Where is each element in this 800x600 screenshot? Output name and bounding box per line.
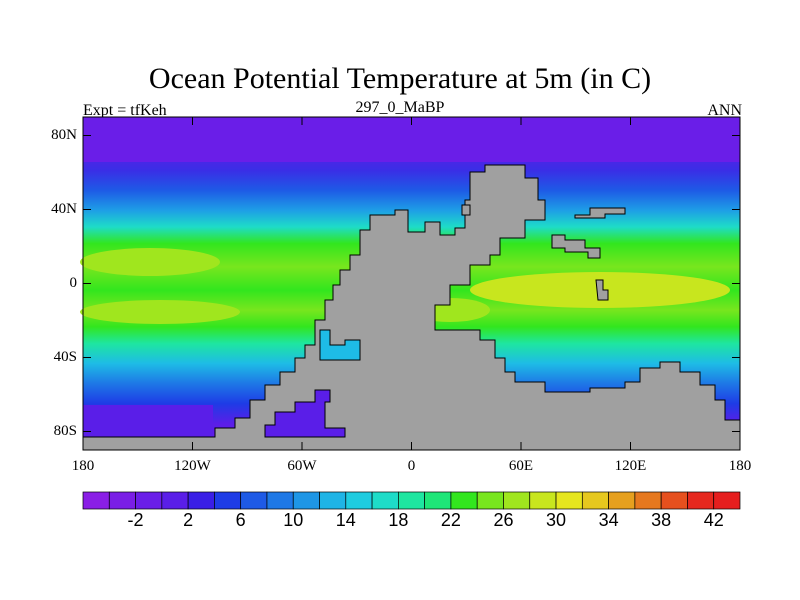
island-north-small <box>461 204 471 216</box>
warm-pool-west <box>80 248 220 276</box>
lat-tick-label: 40N <box>51 200 77 217</box>
colorbar-swatch <box>476 491 504 510</box>
colorbar-swatch <box>424 491 452 510</box>
map-title: Ocean Potential Temperature at 5m (in C) <box>148 62 652 95</box>
colorbar-swatch <box>108 491 136 510</box>
colorbar-tick-label: 26 <box>493 510 514 530</box>
colorbar-swatch <box>581 491 609 510</box>
colorbar-swatch <box>292 491 320 510</box>
colorbar-tick-label: 18 <box>388 510 409 530</box>
island-small <box>595 279 609 301</box>
colorbar-swatch <box>135 491 163 510</box>
island-northeast <box>574 207 626 219</box>
lat-tick-label: 80S <box>53 422 77 439</box>
colorbar-tick-label: 14 <box>335 510 356 530</box>
lat-tick-label: 80N <box>51 126 77 143</box>
colorbar-tick-label: 42 <box>703 510 724 530</box>
colorbar-swatch <box>240 491 268 510</box>
colorbar-swatch <box>529 491 557 510</box>
lat-tick-label: 40S <box>53 348 77 365</box>
lon-tick-label: 60W <box>287 458 317 474</box>
lon-tick-label: 180 <box>71 458 95 474</box>
colorbar-swatch <box>660 491 688 510</box>
colorbar-tick-label: 38 <box>651 510 672 530</box>
lon-tick-label: 180 <box>728 458 752 474</box>
pangaea-landmass <box>82 164 741 451</box>
colorbar <box>82 491 741 510</box>
polar-inlet-sea <box>264 389 346 438</box>
colorbar-tick-label: 30 <box>546 510 567 530</box>
colorbar-tick-label: -2 <box>127 510 144 530</box>
colorbar-tick-label: 22 <box>440 510 461 530</box>
colorbar-tick-label: 10 <box>283 510 304 530</box>
colorbar-swatch <box>608 491 636 510</box>
map-area <box>80 116 741 451</box>
colorbar-swatch <box>161 491 189 510</box>
colorbar-tick-label: 34 <box>598 510 619 530</box>
colorbar-tick-label: 6 <box>235 510 246 530</box>
colorbar-swatch <box>450 491 478 510</box>
lon-tick-label: 120E <box>614 458 647 474</box>
colorbar-swatch <box>319 491 347 510</box>
lat-tick-label: 0 <box>69 274 78 291</box>
colorbar-swatch <box>555 491 583 510</box>
colorbar-tick-label: 2 <box>183 510 194 530</box>
colorbar-swatch <box>82 491 110 510</box>
time-label: 297_0_MaBP <box>355 99 445 116</box>
colorbar-swatch <box>634 491 662 510</box>
colorbar-swatch <box>687 491 715 510</box>
warm-pool-south <box>80 300 240 324</box>
longitude-ticks <box>82 117 741 450</box>
lon-tick-label: 60E <box>508 458 534 474</box>
season-label: ANN <box>707 102 742 119</box>
island-east <box>551 234 601 259</box>
lon-tick-label: 0 <box>407 458 416 474</box>
colorbar-swatch <box>266 491 294 510</box>
colorbar-swatch <box>713 491 741 510</box>
colorbar-swatch <box>214 491 242 510</box>
experiment-label: Expt = tfKeh <box>83 102 167 119</box>
latitude-ticks <box>83 135 740 432</box>
gulf-west <box>319 329 361 361</box>
colorbar-swatch <box>187 491 215 510</box>
colorbar-swatch <box>503 491 531 510</box>
lon-tick-label: 120W <box>174 458 211 474</box>
colorbar-swatch <box>398 491 425 510</box>
colorbar-swatch <box>371 491 399 510</box>
colorbar-swatch <box>345 491 373 510</box>
